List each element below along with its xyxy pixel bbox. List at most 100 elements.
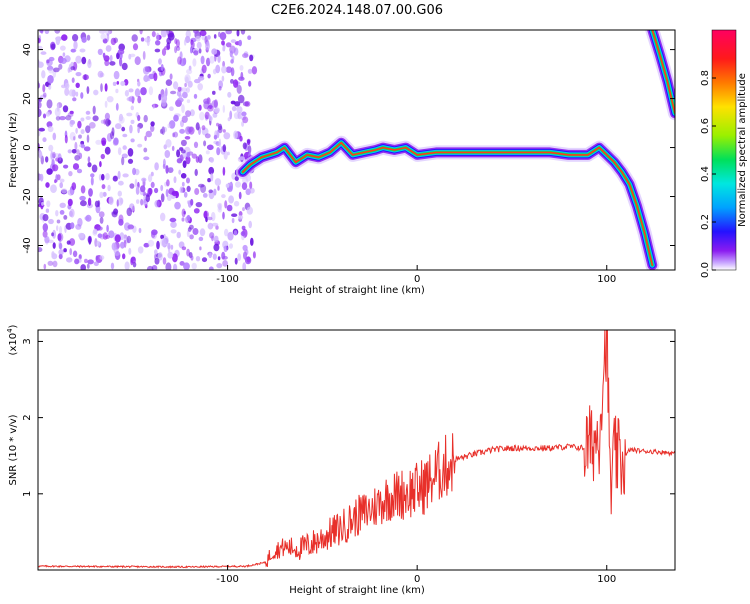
noise-blob (136, 199, 140, 204)
noise-blob (198, 104, 202, 111)
noise-blob (169, 106, 174, 111)
noise-blob (167, 242, 171, 250)
noise-blob (110, 262, 115, 270)
noise-blob (45, 111, 51, 117)
noise-blob (117, 190, 123, 197)
noise-blob (153, 72, 158, 82)
noise-blob (137, 246, 144, 254)
noise-blob (74, 258, 80, 265)
noise-blob (154, 200, 160, 208)
noise-blob (199, 246, 202, 251)
noise-blob (222, 211, 225, 220)
noise-blob (198, 154, 203, 164)
noise-blob (71, 77, 75, 83)
noise-blob (80, 129, 85, 135)
noise-blob (186, 230, 190, 238)
noise-blob (161, 126, 165, 135)
noise-blob (42, 137, 47, 143)
noise-blob (217, 54, 221, 63)
noise-blob (105, 30, 111, 36)
noise-blob (59, 116, 66, 121)
noise-blob (34, 203, 38, 208)
noise-blob (100, 153, 106, 160)
noise-blob (102, 38, 108, 44)
noise-blob (207, 105, 214, 112)
noise-blob (90, 173, 95, 178)
noise-blob (45, 208, 50, 213)
noise-blob (148, 86, 154, 96)
noise-blob (204, 111, 210, 120)
noise-blob (208, 189, 213, 194)
figure-title: C2E6.2024.148.07.00.G06 (271, 3, 443, 18)
noise-blob (171, 190, 179, 197)
noise-blob (38, 82, 41, 89)
noise-blob (229, 50, 233, 58)
noise-blob (140, 37, 145, 42)
noise-blob (186, 177, 190, 184)
noise-blob (85, 110, 91, 115)
noise-blob (46, 99, 53, 109)
noise-blob (130, 138, 135, 143)
noise-blob (74, 141, 78, 151)
noise-blob (60, 45, 66, 51)
noise-blob (240, 231, 246, 237)
noise-blob (97, 233, 103, 238)
noise-blob (129, 53, 136, 58)
snr-multiplier-exp: 4 (6, 328, 14, 333)
noise-blob (127, 148, 134, 157)
noise-blob (181, 208, 186, 218)
noise-blob (117, 197, 123, 206)
noise-blob (113, 137, 119, 145)
noise-blob (207, 216, 213, 221)
noise-blob (75, 55, 82, 64)
noise-blob (85, 125, 91, 134)
noise-blob (189, 224, 194, 230)
noise-blob (35, 142, 38, 146)
noise-blob (56, 103, 60, 112)
noise-blob (214, 178, 222, 186)
noise-blob (229, 110, 233, 120)
noise-blob (85, 214, 92, 222)
noise-blob (38, 101, 42, 109)
noise-blob (207, 73, 211, 79)
noise-blob (194, 188, 200, 195)
noise-blob (117, 147, 122, 156)
noise-blob (55, 36, 61, 46)
noise-blob (110, 131, 115, 140)
colorbar-tick-label: 0.2 (700, 214, 711, 230)
noise-blob (57, 232, 64, 242)
snr-series (38, 330, 675, 569)
noise-blob (76, 149, 80, 155)
noise-blob (130, 256, 136, 264)
noise-blob (216, 122, 220, 127)
noise-blob (161, 126, 168, 133)
noise-blob (54, 107, 61, 117)
noise-blob (183, 191, 188, 198)
noise-blob (99, 191, 104, 199)
noise-blob (67, 189, 74, 196)
noise-blob (237, 253, 242, 261)
noise-blob (137, 143, 143, 148)
noise-blob (179, 58, 187, 67)
noise-blob (183, 39, 187, 46)
noise-blob (226, 151, 230, 156)
noise-blob (105, 173, 110, 181)
noise-blob (233, 130, 239, 140)
noise-blob (88, 122, 96, 129)
noise-blob (83, 146, 91, 152)
spectrogram-y-ticks: -40 -20 0 20 40 (22, 43, 675, 254)
noise-blob (97, 48, 103, 56)
noise-blob (251, 66, 258, 75)
noise-blob (190, 198, 194, 206)
noise-blob (227, 117, 231, 122)
noise-blob (109, 61, 116, 66)
noise-blob (208, 114, 212, 122)
noise-blob (216, 147, 221, 156)
noise-blob (115, 123, 122, 130)
noise-blob (48, 69, 54, 74)
noise-blob (177, 56, 182, 65)
spectrogram-y-label: Frequency (Hz) (8, 112, 19, 188)
noise-blob (52, 132, 57, 141)
noise-blob (86, 134, 90, 143)
noise-blob (44, 235, 50, 244)
